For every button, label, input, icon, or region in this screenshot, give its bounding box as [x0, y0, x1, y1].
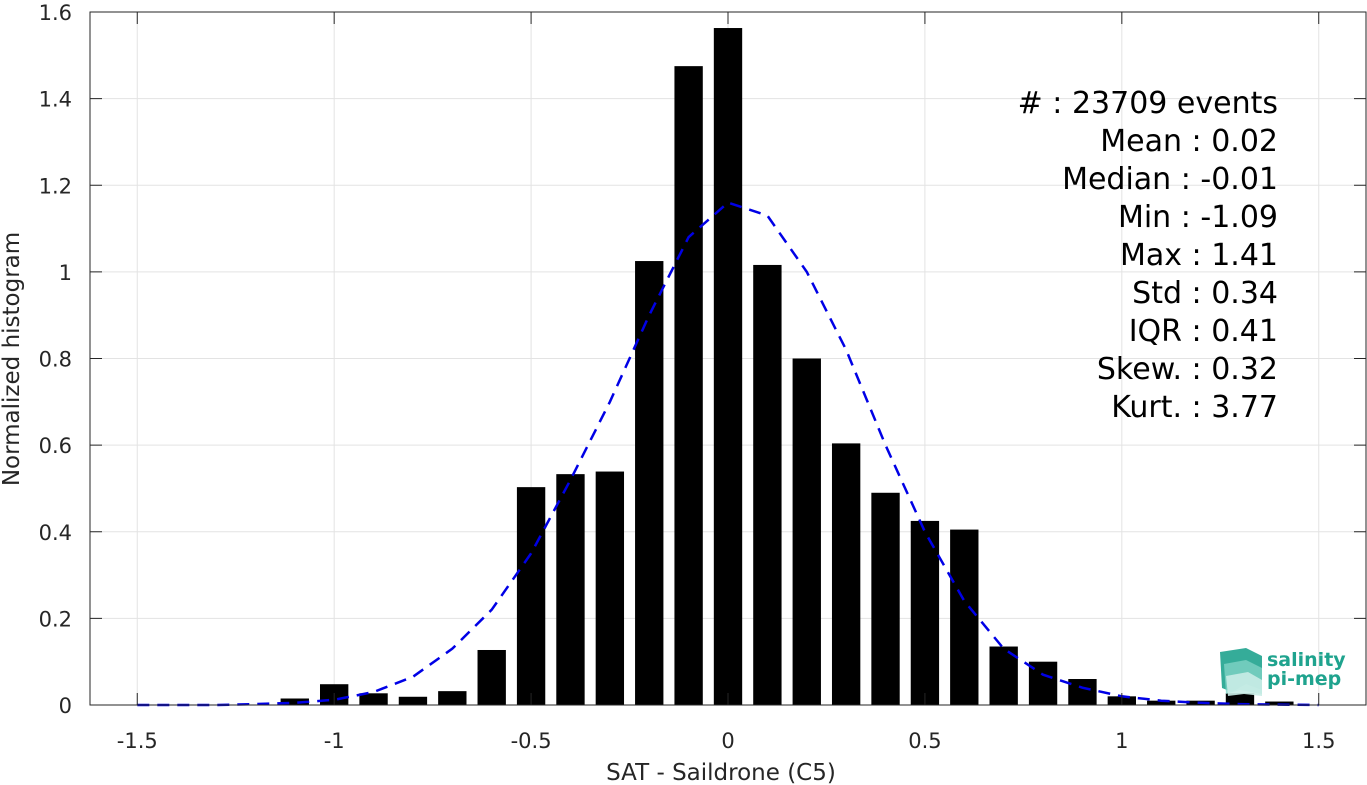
- bar-9: [635, 261, 664, 705]
- y-tick-label-2: 0.4: [39, 521, 72, 545]
- bar-8: [595, 471, 625, 705]
- x-tick-label-0: -1.5: [117, 729, 158, 753]
- y-tick-label-4: 0.8: [39, 348, 72, 372]
- stat-line-8: Kurt. : 3.77: [1111, 390, 1278, 425]
- y-tick-label-3: 0.6: [39, 434, 72, 458]
- y-tick-label-7: 1.4: [39, 88, 72, 112]
- stat-line-4: Max : 1.41: [1120, 238, 1278, 273]
- x-tick-label-2: -0.5: [511, 729, 552, 753]
- bar-22: [1147, 700, 1176, 705]
- bar-13: [792, 358, 821, 705]
- logo-wave-icon: [1220, 648, 1262, 696]
- bar-5: [477, 649, 506, 705]
- bar-6: [516, 487, 546, 705]
- stat-line-2: Median : -0.01: [1062, 162, 1278, 197]
- bar-0: [280, 698, 309, 705]
- stat-line-1: Mean : 0.02: [1100, 124, 1278, 159]
- x-tick-label-3: 0: [721, 729, 734, 753]
- x-tick-label-6: 1.5: [1302, 729, 1335, 753]
- bar-25: [1265, 701, 1294, 705]
- stat-line-6: IQR : 0.41: [1129, 314, 1278, 349]
- y-tick-label-8: 1.6: [39, 1, 72, 25]
- ticks: [90, 11, 1366, 706]
- bar-10: [674, 66, 703, 705]
- y-tick-label-1: 0.2: [39, 607, 72, 631]
- y-axis-label: Normalized histogram: [0, 232, 25, 486]
- x-tick-label-1: -1: [324, 729, 345, 753]
- salinity-pi-mep-logo: salinity pi-mep: [1220, 648, 1346, 696]
- bar-7: [556, 474, 585, 705]
- stat-line-0: # : 23709 events: [1018, 86, 1278, 121]
- logo-line2: pi-mep: [1267, 668, 1341, 690]
- bar-16: [910, 520, 940, 705]
- stat-line-7: Skew. : 0.32: [1097, 352, 1278, 387]
- bar-14: [831, 443, 861, 705]
- x-tick-label-5: 1: [1115, 729, 1128, 753]
- y-tick-label-6: 1.2: [39, 174, 72, 198]
- bars: [280, 28, 1294, 705]
- stat-line-3: Min : -1.09: [1118, 200, 1278, 235]
- x-tick-label-4: 0.5: [908, 729, 941, 753]
- stat-line-5: Std : 0.34: [1132, 276, 1278, 311]
- bar-12: [753, 264, 782, 705]
- bar-11: [713, 28, 743, 705]
- y-tick-label-5: 1: [59, 261, 72, 285]
- bar-20: [1068, 679, 1097, 705]
- x-axis-label: SAT - Saildrone (C5): [606, 760, 836, 785]
- bar-17: [950, 529, 979, 705]
- bar-15: [871, 492, 900, 705]
- tick-labels: -1.5 -1 -0.5 0 0.5 1 1.5 0 0.2 0.4 0.6 0.8 1 1.2 1.4 1.…: [39, 1, 1336, 753]
- bar-4: [438, 691, 467, 705]
- bar-3: [398, 696, 428, 705]
- bar-24: [1225, 693, 1255, 705]
- bar-2: [359, 693, 388, 705]
- logo-line1: salinity: [1267, 649, 1346, 671]
- y-tick-label-0: 0: [59, 694, 72, 718]
